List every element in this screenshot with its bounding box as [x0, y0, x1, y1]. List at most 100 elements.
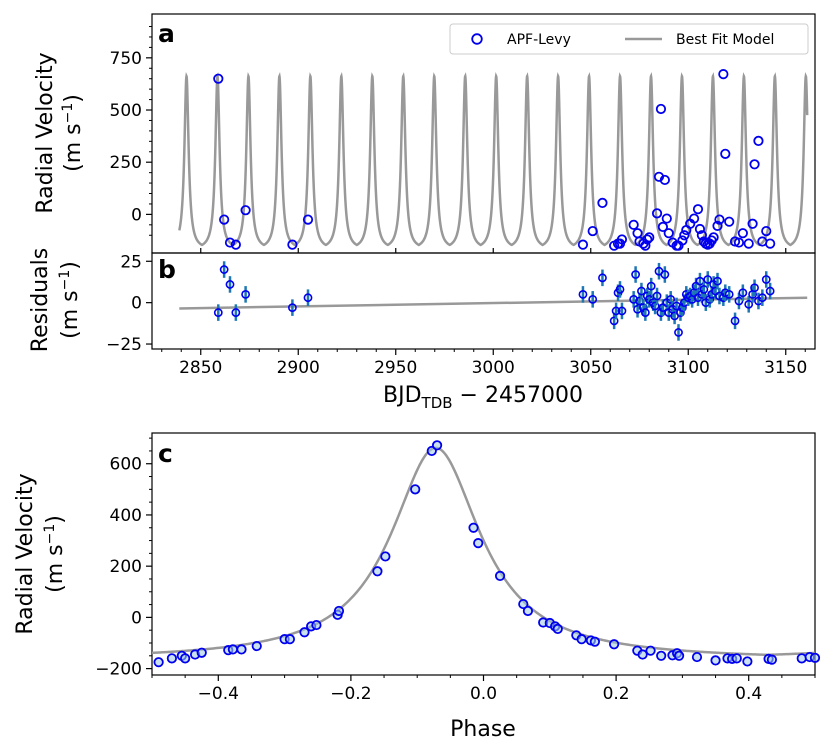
panel-c-data-point — [468, 522, 479, 533]
panel-b-data-point — [219, 265, 229, 274]
panel-b-xtick-label: 3000 — [472, 358, 515, 378]
panel-c-data-point — [494, 570, 506, 581]
panel-b-data-point — [660, 270, 670, 279]
panel-c-data-point — [284, 634, 296, 645]
panel-a-data-point — [696, 230, 708, 241]
panel-c-data-point — [522, 605, 534, 617]
panel-b-ylabel-line2: (m s−1) — [57, 261, 83, 339]
panel-a-ylabel-sup: −1 — [60, 103, 76, 124]
panel-a-model-curve — [178, 71, 809, 247]
panel-b-data-point — [674, 328, 683, 337]
panel-b-xtick-label: 2850 — [179, 358, 222, 378]
panel-a-data-point — [587, 225, 598, 237]
panel-b-letter: b — [158, 255, 176, 284]
panel-c-ytick-label: 200 — [110, 557, 142, 577]
panel-a-data-point — [724, 216, 735, 227]
panel-c-data-point — [637, 649, 648, 660]
legend-apf-marker — [471, 33, 483, 45]
panel-a-ytick-label: 750 — [110, 49, 142, 69]
panel-a-ylabel-close: ) — [61, 94, 86, 103]
panel-b-data-point — [225, 280, 235, 289]
panel-c-data-point — [196, 647, 207, 658]
panel-a-ylabel-line2: (m s−1) — [60, 94, 86, 172]
panel-b-data-point — [652, 291, 662, 301]
panel-b-ytick-label: −25 — [106, 335, 142, 355]
panel-b-data-point — [640, 308, 650, 317]
panel-b-ytick-label: 0 — [131, 294, 142, 314]
panel-a-data-point — [651, 208, 663, 219]
panel-c-data-point — [589, 636, 600, 647]
panel-a-data-point — [753, 135, 764, 147]
panel-c-data-point — [372, 566, 383, 577]
legend: APF-Levy Best Fit Model — [449, 23, 809, 55]
panel-c-data-point — [227, 644, 238, 655]
panel-c-model-layer — [151, 446, 816, 657]
panel-a-radial-velocity-vs-time: 0 250 500 750 a Radial Velocity (m s−1) APF… — [33, 13, 816, 254]
panel-a-data-point — [240, 205, 251, 216]
panel-a-data-point — [213, 73, 224, 84]
panel-c-data-point — [552, 623, 563, 635]
panel-c-ylabel-line1: Radial Velocity — [13, 473, 38, 634]
panel-b-data-point — [633, 304, 642, 314]
panel-b-data-point — [666, 294, 676, 304]
panel-a-data-point — [688, 213, 700, 224]
panel-c-data-point — [166, 653, 177, 664]
panel-b-ylabel-close: ) — [58, 261, 83, 270]
panel-c-xlabel: Phase — [450, 717, 516, 742]
panel-a-data-point — [230, 239, 241, 250]
panel-a-data-point — [720, 148, 731, 159]
panel-a-letter: a — [158, 19, 175, 48]
panel-b-xtick-label: 3050 — [569, 358, 612, 378]
panel-c-ylabel-sup: −1 — [42, 524, 58, 545]
panel-a-data-point — [743, 238, 754, 249]
panel-c-frame — [151, 432, 816, 676]
panel-b-xticks: 2850 2900 2950 3000 3050 3100 3150 — [161, 349, 807, 378]
panel-a-yticks: 0 250 500 750 — [110, 26, 152, 236]
panel-a-points-layer — [213, 69, 776, 251]
panel-a-data-point — [714, 214, 725, 225]
panel-b-xlabel-main: BJD — [383, 383, 422, 408]
panel-b-data-point — [738, 288, 748, 298]
legend-model-label: Best Fit Model — [676, 32, 774, 48]
panel-c-data-point — [645, 645, 656, 656]
panel-a-ytick-label: 500 — [110, 101, 142, 121]
panel-c-xtick-label: −0.4 — [198, 684, 239, 704]
panel-b-data-point — [231, 308, 241, 317]
panel-b-data-point — [213, 308, 223, 317]
panel-c-xtick-label: −0.2 — [330, 684, 371, 704]
panel-b-ylabel-units: (m s — [58, 290, 83, 338]
panel-c-ytick-label: 600 — [110, 455, 142, 475]
panel-a-data-point — [659, 174, 670, 186]
panel-b-xtick-label: 3100 — [667, 358, 710, 378]
panel-b-xtick-label: 3150 — [764, 358, 807, 378]
panel-a-data-point — [708, 232, 719, 243]
panel-b-data-point — [646, 281, 656, 291]
panel-a-model-layer — [178, 71, 809, 247]
panel-b-data-point — [761, 275, 771, 284]
panel-b-data-point — [287, 303, 297, 313]
panel-b-data-point — [631, 270, 640, 279]
panel-a-data-point — [661, 213, 672, 224]
panel-a-data-point — [765, 238, 776, 249]
panel-a-ylabel-units: (m s — [61, 123, 86, 171]
panel-b-data-point — [744, 299, 754, 309]
panel-c-points-layer — [153, 440, 821, 668]
panel-b-xlabel-sub: TDB — [421, 394, 453, 412]
panel-c-data-point — [473, 538, 484, 549]
panel-c-data-point — [673, 650, 685, 661]
panel-a-data-point — [642, 234, 653, 245]
panel-c-data-point — [380, 551, 391, 562]
panel-b-ylabel-line1: Residuals — [28, 248, 53, 352]
panel-a-data-point — [692, 204, 704, 215]
panel-b-data-point — [650, 301, 660, 311]
panel-c-phase-folded: −200 0 200 400 600 −0.4 −0.2 0.0 0.2 0.4 c Radia… — [13, 432, 821, 742]
panel-c-data-point — [576, 634, 587, 645]
panel-a-data-point — [663, 228, 674, 239]
panel-a-ytick-label: 0 — [131, 205, 142, 225]
panel-a-data-point — [737, 228, 748, 239]
panel-b-data-point — [757, 293, 767, 303]
panel-b-data-point — [676, 308, 685, 317]
panel-b-xtick-label: 2900 — [277, 358, 320, 378]
panel-a-data-point — [657, 221, 669, 233]
panel-b-data-point — [699, 285, 709, 294]
